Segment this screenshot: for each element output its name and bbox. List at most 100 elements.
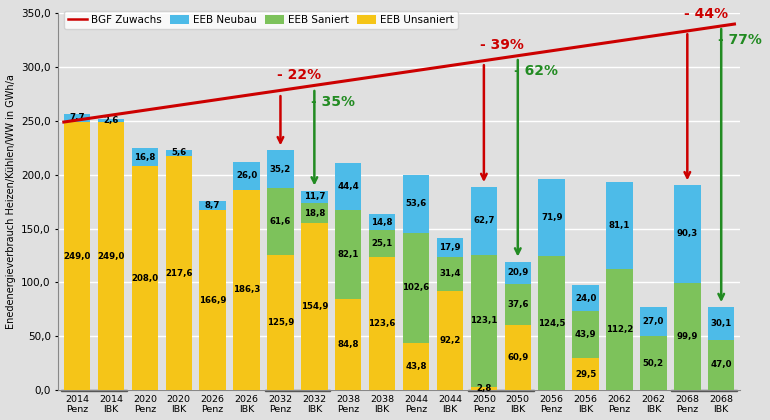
Bar	[708, 340, 735, 390]
Text: 50,2: 50,2	[643, 359, 664, 368]
Bar	[640, 307, 667, 336]
Text: 27,0: 27,0	[643, 317, 664, 326]
Bar	[470, 387, 497, 390]
Bar	[572, 285, 599, 311]
Text: 14,8: 14,8	[371, 218, 393, 226]
Text: 31,4: 31,4	[439, 270, 460, 278]
Bar	[132, 148, 158, 166]
Text: 249,0: 249,0	[97, 252, 125, 261]
Text: 217,6: 217,6	[165, 268, 192, 278]
Bar	[335, 163, 361, 210]
Bar	[640, 336, 667, 390]
Text: 24,0: 24,0	[575, 294, 596, 303]
Text: 60,9: 60,9	[507, 353, 528, 362]
Bar	[403, 175, 430, 233]
Text: 8,7: 8,7	[205, 201, 220, 210]
Bar	[572, 311, 599, 358]
Bar	[265, 390, 330, 391]
Text: 249,0: 249,0	[63, 252, 91, 261]
Bar	[437, 257, 464, 291]
Text: 208,0: 208,0	[131, 274, 159, 283]
Text: 2,8: 2,8	[476, 384, 491, 393]
Bar	[504, 325, 531, 390]
Bar	[132, 166, 158, 390]
Bar	[403, 233, 430, 343]
Text: 7,7: 7,7	[69, 113, 85, 122]
Text: 123,1: 123,1	[470, 316, 497, 326]
Text: - 77%: - 77%	[718, 33, 762, 47]
Bar	[674, 185, 701, 283]
Text: 123,6: 123,6	[369, 319, 396, 328]
Bar	[267, 150, 293, 188]
Text: 30,1: 30,1	[711, 319, 732, 328]
Y-axis label: Enedenergieverbrauch Heizen/Kühlen/WW in GWh/a: Enedenergieverbrauch Heizen/Kühlen/WW in…	[5, 74, 15, 329]
Bar	[504, 284, 531, 325]
Bar	[98, 119, 124, 122]
Text: 44,4: 44,4	[337, 182, 359, 191]
Bar	[538, 178, 565, 256]
Text: - 44%: - 44%	[684, 7, 728, 21]
Text: 81,1: 81,1	[609, 221, 630, 230]
Bar	[98, 122, 124, 390]
Bar	[335, 210, 361, 299]
Bar	[335, 299, 361, 390]
Bar	[267, 255, 293, 390]
Bar	[267, 188, 293, 255]
Bar	[606, 269, 633, 390]
Bar	[61, 390, 127, 391]
Text: 166,9: 166,9	[199, 296, 226, 305]
Text: 29,5: 29,5	[575, 370, 596, 379]
Bar	[708, 307, 735, 340]
Bar	[671, 390, 737, 391]
Bar	[437, 291, 464, 390]
Bar	[301, 203, 327, 223]
Text: 62,7: 62,7	[473, 216, 494, 226]
Text: 25,1: 25,1	[372, 239, 393, 248]
Text: 154,9: 154,9	[300, 302, 328, 311]
Text: - 35%: - 35%	[311, 94, 355, 108]
Text: 92,2: 92,2	[440, 336, 460, 345]
Text: 11,7: 11,7	[303, 192, 325, 201]
Bar	[369, 257, 395, 390]
Text: 90,3: 90,3	[677, 229, 698, 239]
Bar	[369, 230, 395, 257]
Bar	[166, 156, 192, 390]
Text: 47,0: 47,0	[711, 360, 732, 369]
Bar	[233, 162, 259, 189]
Text: 124,5: 124,5	[538, 319, 565, 328]
Bar	[369, 214, 395, 230]
Bar	[403, 343, 430, 390]
Text: 35,2: 35,2	[270, 165, 291, 174]
Text: 61,6: 61,6	[270, 217, 291, 226]
Bar	[538, 256, 565, 390]
Text: 18,8: 18,8	[303, 209, 325, 218]
Bar	[468, 390, 534, 391]
Text: 186,3: 186,3	[233, 285, 260, 294]
Bar	[199, 210, 226, 390]
Bar	[64, 122, 90, 390]
Text: 125,9: 125,9	[267, 318, 294, 327]
Bar	[572, 358, 599, 390]
Text: 43,8: 43,8	[405, 362, 427, 371]
Bar	[504, 262, 531, 284]
Text: 2,6: 2,6	[103, 116, 119, 125]
Text: 71,9: 71,9	[541, 213, 562, 222]
Text: 26,0: 26,0	[236, 171, 257, 180]
Text: 53,6: 53,6	[406, 199, 427, 208]
Bar	[674, 283, 701, 390]
Bar	[64, 114, 90, 122]
Text: 16,8: 16,8	[134, 152, 156, 162]
Bar	[437, 238, 464, 257]
Legend: BGF Zuwachs, EEB Neubau, EEB Saniert, EEB Unsaniert: BGF Zuwachs, EEB Neubau, EEB Saniert, EE…	[64, 11, 458, 29]
Bar	[199, 201, 226, 210]
Text: 112,2: 112,2	[606, 325, 633, 334]
Bar	[470, 187, 497, 255]
Bar	[606, 182, 633, 269]
Text: - 39%: - 39%	[480, 37, 524, 52]
Text: 43,9: 43,9	[575, 330, 596, 339]
Bar	[301, 191, 327, 203]
Bar	[233, 189, 259, 390]
Bar	[301, 223, 327, 390]
Bar	[470, 255, 497, 387]
Text: 20,9: 20,9	[507, 268, 528, 277]
